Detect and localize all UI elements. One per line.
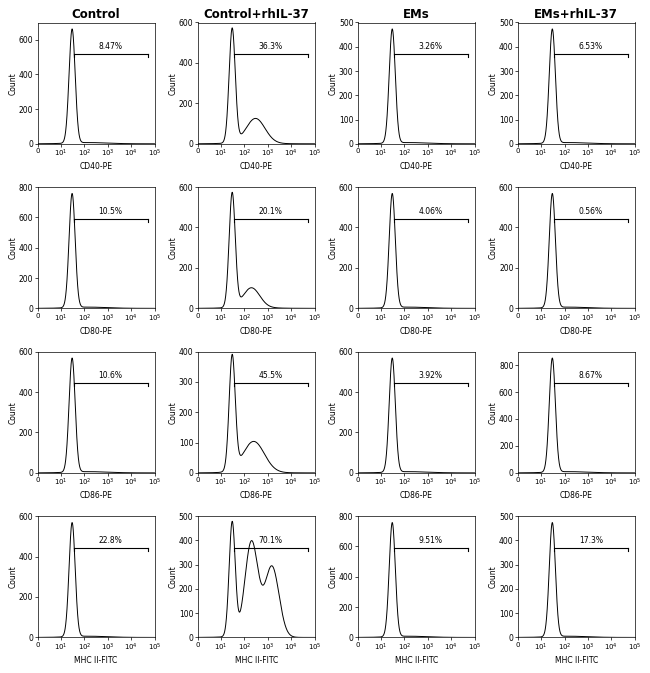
X-axis label: CD40-PE: CD40-PE [240, 162, 272, 171]
Y-axis label: Count: Count [489, 72, 497, 94]
X-axis label: MHC II-FITC: MHC II-FITC [235, 656, 278, 665]
Title: EMs+rhIL-37: EMs+rhIL-37 [534, 8, 618, 22]
Y-axis label: Count: Count [328, 401, 337, 423]
Text: 0.56%: 0.56% [579, 207, 603, 215]
X-axis label: CD86-PE: CD86-PE [400, 491, 433, 500]
X-axis label: MHC II-FITC: MHC II-FITC [75, 656, 118, 665]
Text: 70.1%: 70.1% [259, 536, 283, 544]
Text: 8.47%: 8.47% [99, 42, 123, 51]
Y-axis label: Count: Count [168, 236, 177, 259]
Y-axis label: Count: Count [328, 72, 337, 94]
X-axis label: CD80-PE: CD80-PE [400, 326, 433, 336]
Text: 36.3%: 36.3% [259, 42, 283, 51]
Title: Control: Control [72, 8, 120, 22]
Text: 17.3%: 17.3% [579, 536, 603, 544]
X-axis label: CD86-PE: CD86-PE [79, 491, 112, 500]
X-axis label: CD80-PE: CD80-PE [240, 326, 272, 336]
Title: EMs: EMs [403, 8, 430, 22]
Y-axis label: Count: Count [8, 565, 18, 588]
Y-axis label: Count: Count [489, 236, 497, 259]
Y-axis label: Count: Count [168, 401, 177, 423]
X-axis label: CD86-PE: CD86-PE [240, 491, 272, 500]
Title: Control+rhIL-37: Control+rhIL-37 [203, 8, 309, 22]
Text: 6.53%: 6.53% [579, 42, 603, 51]
Text: 3.26%: 3.26% [419, 42, 443, 51]
Y-axis label: Count: Count [489, 401, 497, 423]
X-axis label: MHC II-FITC: MHC II-FITC [554, 656, 598, 665]
X-axis label: CD40-PE: CD40-PE [400, 162, 433, 171]
X-axis label: CD80-PE: CD80-PE [560, 326, 593, 336]
Y-axis label: Count: Count [8, 236, 18, 259]
Text: 10.6%: 10.6% [99, 371, 123, 380]
X-axis label: CD40-PE: CD40-PE [79, 162, 112, 171]
X-axis label: MHC II-FITC: MHC II-FITC [395, 656, 438, 665]
Y-axis label: Count: Count [8, 72, 18, 94]
Y-axis label: Count: Count [328, 565, 337, 588]
Y-axis label: Count: Count [8, 401, 18, 423]
Y-axis label: Count: Count [168, 72, 177, 94]
Text: 22.8%: 22.8% [99, 536, 123, 544]
Text: 9.51%: 9.51% [419, 536, 443, 544]
Y-axis label: Count: Count [168, 565, 177, 588]
Text: 20.1%: 20.1% [259, 207, 283, 215]
X-axis label: CD40-PE: CD40-PE [560, 162, 593, 171]
X-axis label: CD86-PE: CD86-PE [560, 491, 593, 500]
Text: 10.5%: 10.5% [99, 207, 123, 215]
Text: 45.5%: 45.5% [259, 371, 283, 380]
Text: 3.92%: 3.92% [419, 371, 443, 380]
Y-axis label: Count: Count [328, 236, 337, 259]
Text: 8.67%: 8.67% [579, 371, 603, 380]
Y-axis label: Count: Count [489, 565, 497, 588]
X-axis label: CD80-PE: CD80-PE [79, 326, 112, 336]
Text: 4.06%: 4.06% [419, 207, 443, 215]
